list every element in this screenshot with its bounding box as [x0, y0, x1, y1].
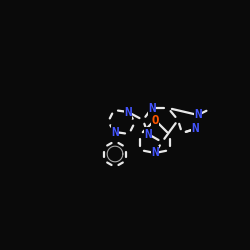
Text: N: N	[148, 102, 156, 114]
Text: N: N	[144, 128, 152, 140]
Text: O: O	[151, 114, 159, 126]
Text: N: N	[191, 122, 199, 136]
Text: N: N	[194, 108, 202, 122]
Text: N: N	[124, 106, 132, 118]
Text: N: N	[151, 146, 159, 160]
Text: N: N	[111, 126, 119, 138]
